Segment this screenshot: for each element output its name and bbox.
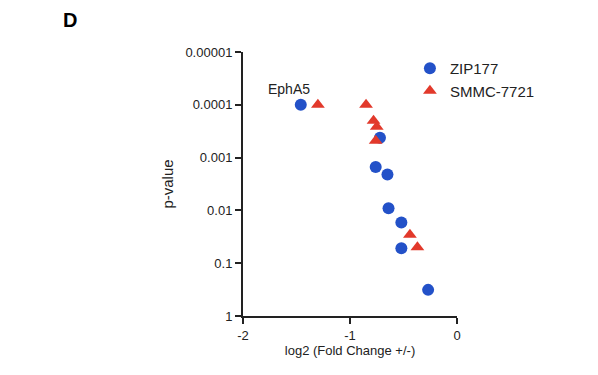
svg-text:D: D [63,9,77,31]
svg-text:0.01: 0.01 [207,203,232,218]
svg-text:-1: -1 [344,328,356,343]
svg-text:SMMC-7721: SMMC-7721 [450,83,534,100]
svg-text:EphA5: EphA5 [268,81,310,97]
svg-text:-2: -2 [237,328,249,343]
svg-text:log2 (Fold Change +/-): log2 (Fold Change +/-) [285,343,415,358]
svg-text:1: 1 [225,309,232,324]
svg-text:0.0001: 0.0001 [193,97,233,112]
svg-text:0: 0 [453,328,460,343]
svg-text:ZIP177: ZIP177 [450,60,498,77]
svg-text:0.1: 0.1 [214,256,232,271]
svg-text:0.00001: 0.00001 [185,45,232,60]
svg-text:0.001: 0.001 [200,150,233,165]
svg-text:p-value: p-value [159,159,176,208]
